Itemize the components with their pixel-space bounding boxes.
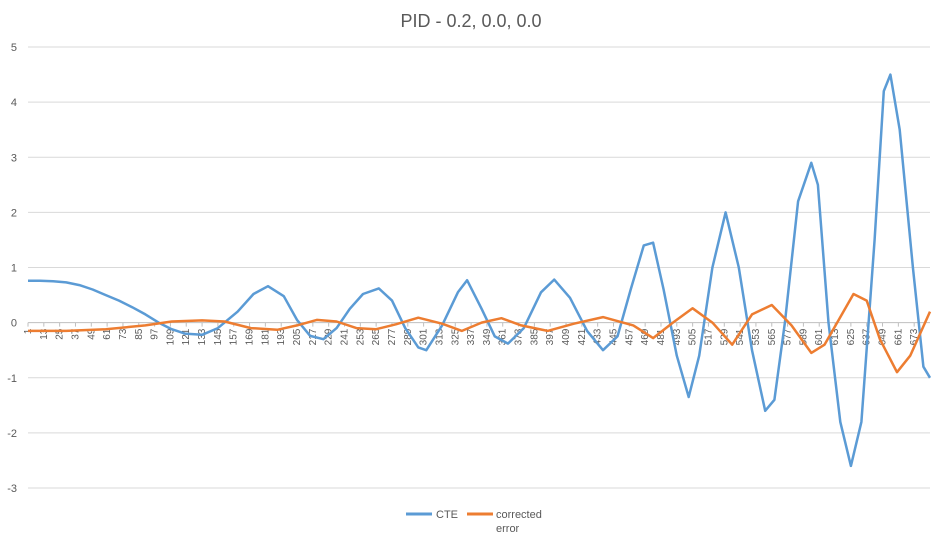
- series-line-cte: [28, 73, 932, 468]
- x-tick-label: 469: [640, 328, 651, 345]
- legend-label-cte: CTE: [436, 509, 458, 521]
- x-tick-label: 265: [371, 328, 382, 345]
- x-tick-label: 49: [86, 328, 97, 340]
- x-tick-label: 517: [703, 328, 714, 345]
- x-tick-label: 109: [165, 328, 176, 345]
- x-tick-label: 445: [609, 328, 620, 345]
- x-tick-label: 61: [102, 328, 113, 340]
- x-tick-label: 181: [260, 328, 271, 345]
- x-tick-label: 349: [482, 328, 493, 345]
- x-tick-label: 73: [118, 328, 129, 340]
- x-tick-label: 85: [134, 328, 145, 340]
- x-tick-label: 673: [909, 328, 920, 345]
- x-tick-label: 205: [292, 328, 303, 345]
- x-tick-label: 301: [419, 328, 430, 345]
- x-tick-label: 457: [624, 328, 635, 345]
- x-tick-label: 601: [814, 328, 825, 345]
- x-tick-label: 541: [735, 328, 746, 345]
- series-lines: [28, 73, 932, 468]
- x-tick-label: 613: [830, 328, 841, 345]
- x-tick-label: 325: [450, 328, 461, 345]
- x-tick-label: 241: [339, 328, 350, 345]
- x-tick-label: 145: [213, 328, 224, 345]
- y-tick-label: 3: [11, 152, 17, 164]
- x-tick-label: 37: [70, 328, 81, 340]
- x-tick-label: 397: [545, 328, 556, 345]
- x-tick-label: 565: [767, 328, 778, 345]
- x-tick-label: 97: [150, 328, 161, 340]
- x-tick-label: 385: [529, 328, 540, 345]
- x-tick-label: 13: [39, 328, 50, 340]
- x-tick-label: 661: [893, 328, 904, 345]
- x-tick-label: 229: [324, 328, 335, 345]
- x-axis-ticks: 1 13 25 37 49 61 73 85 97 109 121 133 145 157 169 181 19…: [23, 322, 920, 345]
- y-tick-label: -1: [7, 373, 17, 385]
- legend-label-corrected-error: corrected error: [496, 509, 542, 535]
- x-tick-label: 121: [181, 328, 192, 345]
- x-tick-label: 337: [466, 328, 477, 345]
- y-tick-label: 4: [11, 97, 17, 109]
- x-tick-label: 589: [798, 328, 809, 345]
- x-tick-label: 289: [403, 328, 414, 345]
- x-tick-label: 25: [55, 328, 66, 340]
- x-tick-label: 169: [245, 328, 256, 345]
- legend: CTE corrected error: [406, 509, 542, 535]
- x-tick-label: 433: [593, 328, 604, 345]
- chart-title: PID - 0.2, 0.0, 0.0: [400, 11, 541, 31]
- series-line-corrected-error: [28, 292, 932, 374]
- x-tick-label: 373: [514, 328, 525, 345]
- y-tick-label: 5: [11, 42, 17, 54]
- x-tick-label: 253: [355, 328, 366, 345]
- x-tick-label: 133: [197, 328, 208, 345]
- x-tick-label: 553: [751, 328, 762, 345]
- x-tick-label: 649: [878, 328, 889, 345]
- x-tick-label: 277: [387, 328, 398, 345]
- x-tick-label: 193: [276, 328, 287, 345]
- y-tick-label: 1: [11, 263, 17, 275]
- y-tick-label: -2: [7, 428, 17, 440]
- x-tick-label: 625: [846, 328, 857, 345]
- x-tick-label: 421: [577, 328, 588, 345]
- x-tick-label: 409: [561, 328, 572, 345]
- x-tick-label: 505: [688, 328, 699, 345]
- x-tick-label: 313: [434, 328, 445, 345]
- x-tick-label: 157: [229, 328, 240, 345]
- x-tick-label: 493: [672, 328, 683, 345]
- gridlines: [28, 46, 930, 489]
- x-tick-label: 361: [498, 328, 509, 345]
- y-tick-label: 2: [11, 207, 17, 219]
- y-tick-label: -3: [7, 483, 17, 495]
- y-tick-label: 0: [11, 318, 17, 330]
- x-tick-label: 577: [783, 328, 794, 345]
- y-axis-ticks: 5 4 3 2 1 0 -1 -2 -3: [7, 42, 17, 495]
- x-tick-label: 481: [656, 328, 667, 345]
